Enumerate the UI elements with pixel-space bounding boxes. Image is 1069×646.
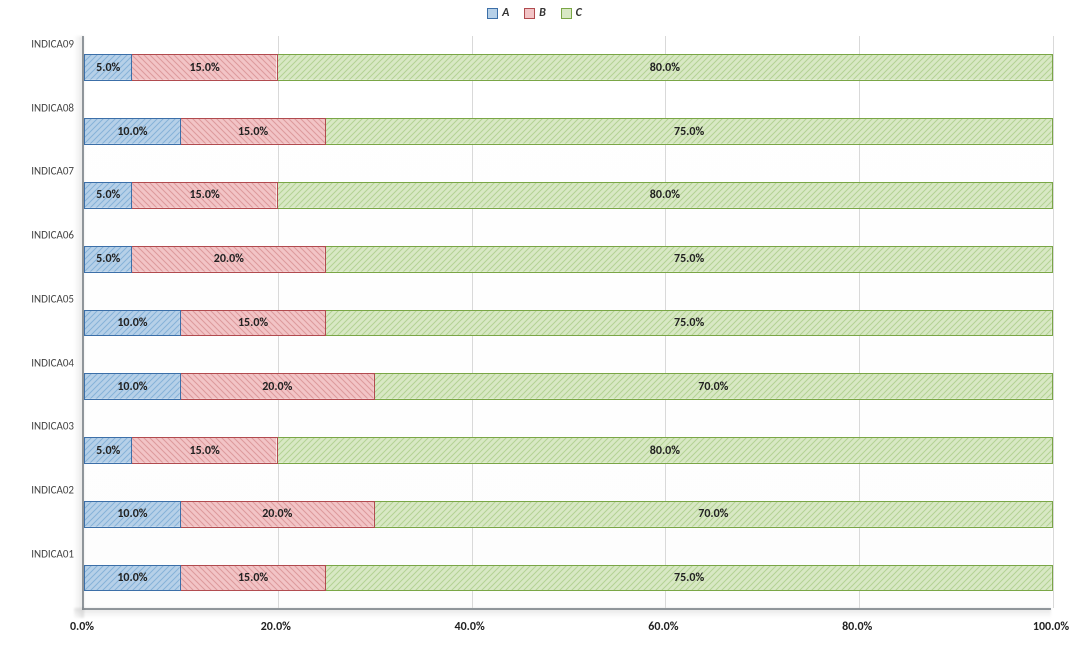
legend-swatch-b	[524, 8, 535, 19]
bar-value-label: 75.0%	[674, 316, 704, 330]
bar-segment-c: 70.0%	[375, 501, 1053, 528]
bar-segment-a: 10.0%	[84, 310, 181, 337]
gridline	[1053, 36, 1054, 608]
bar-row: 10.0% 15.0% 75.0%	[84, 565, 1051, 592]
bar-value-label: 10.0%	[117, 380, 147, 394]
bar-segment-b: 15.0%	[132, 54, 277, 81]
legend-item-c: C	[561, 6, 582, 20]
bar-segment-b: 20.0%	[181, 501, 375, 528]
bar-segment-b: 15.0%	[181, 118, 326, 145]
axis-shadow-left	[74, 36, 84, 618]
bar-row: 5.0% 15.0% 80.0%	[84, 437, 1051, 464]
x-axis-tick-label: 100.0%	[1033, 620, 1069, 634]
bar-segment-b: 15.0%	[132, 437, 277, 464]
plot-area: 10.0% 15.0% 75.0% 10.0% 20.0% 70.0% 5.0% 15.0% 8…	[82, 36, 1051, 610]
bar-row: 10.0% 20.0% 70.0%	[84, 373, 1051, 400]
legend-label-a: A	[502, 6, 509, 20]
bar-value-label: 20.0%	[262, 380, 292, 394]
bar-segment-c: 80.0%	[278, 437, 1053, 464]
bar-segment-c: 80.0%	[278, 54, 1053, 81]
x-axis-tick-label: 60.0%	[648, 620, 678, 634]
bar-segment-a: 5.0%	[84, 182, 132, 209]
bar-value-label: 5.0%	[96, 61, 120, 75]
y-axis-category-label: INDICA05	[0, 292, 74, 305]
bar-value-label: 80.0%	[650, 188, 680, 202]
bar-segment-b: 20.0%	[132, 246, 326, 273]
x-axis-tick-label: 40.0%	[454, 620, 484, 634]
bar-segment-b: 15.0%	[181, 310, 326, 337]
x-axis-tick-label: 20.0%	[261, 620, 291, 634]
x-axis-tick-label: 0.0%	[70, 620, 94, 634]
bar-value-label: 15.0%	[238, 125, 268, 139]
bar-value-label: 10.0%	[117, 316, 147, 330]
y-axis-category-label: INDICA08	[0, 101, 74, 114]
bar-value-label: 70.0%	[698, 507, 728, 521]
legend-item-b: B	[524, 6, 546, 20]
bar-segment-c: 75.0%	[326, 118, 1053, 145]
y-axis-category-label: INDICA09	[0, 37, 74, 50]
bar-value-label: 80.0%	[650, 444, 680, 458]
bar-value-label: 10.0%	[117, 507, 147, 521]
bar-row: 5.0% 15.0% 80.0%	[84, 182, 1051, 209]
bar-segment-c: 75.0%	[326, 310, 1053, 337]
bar-row: 10.0% 15.0% 75.0%	[84, 310, 1051, 337]
bar-segment-a: 5.0%	[84, 437, 132, 464]
bar-segment-b: 15.0%	[132, 182, 277, 209]
bar-segment-a: 10.0%	[84, 501, 181, 528]
y-axis-category-label: INDICA02	[0, 484, 74, 497]
y-axis-category-label: INDICA01	[0, 548, 74, 561]
bar-value-label: 75.0%	[674, 125, 704, 139]
y-axis-category-label: INDICA03	[0, 420, 74, 433]
bar-value-label: 5.0%	[96, 252, 120, 266]
axis-shadow-bottom	[74, 608, 1051, 618]
bar-value-label: 75.0%	[674, 571, 704, 585]
bar-value-label: 70.0%	[698, 380, 728, 394]
bar-row: 10.0% 15.0% 75.0%	[84, 118, 1051, 145]
bar-segment-b: 15.0%	[181, 565, 326, 592]
bar-segment-c: 75.0%	[326, 565, 1053, 592]
bar-value-label: 15.0%	[190, 188, 220, 202]
bar-value-label: 10.0%	[117, 125, 147, 139]
bar-value-label: 5.0%	[96, 444, 120, 458]
bar-segment-b: 20.0%	[181, 373, 375, 400]
bar-segment-a: 10.0%	[84, 373, 181, 400]
bar-value-label: 20.0%	[262, 507, 292, 521]
bar-value-label: 15.0%	[190, 61, 220, 75]
bar-segment-c: 70.0%	[375, 373, 1053, 400]
bar-row: 10.0% 20.0% 70.0%	[84, 501, 1051, 528]
legend-swatch-c	[561, 8, 572, 19]
bar-segment-a: 10.0%	[84, 565, 181, 592]
bar-value-label: 15.0%	[238, 571, 268, 585]
x-axis-tick-label: 80.0%	[842, 620, 872, 634]
bar-value-label: 80.0%	[650, 61, 680, 75]
legend-item-a: A	[487, 6, 509, 20]
bar-value-label: 10.0%	[117, 571, 147, 585]
chart-legend: A B C	[0, 6, 1069, 23]
bar-value-label: 15.0%	[238, 316, 268, 330]
bar-value-label: 15.0%	[190, 444, 220, 458]
legend-label-c: C	[576, 6, 582, 20]
bar-row: 5.0% 15.0% 80.0%	[84, 54, 1051, 81]
y-axis-category-label: INDICA07	[0, 165, 74, 178]
y-axis-category-label: INDICA06	[0, 229, 74, 242]
bar-segment-a: 5.0%	[84, 246, 132, 273]
bar-segment-c: 80.0%	[278, 182, 1053, 209]
bar-value-label: 75.0%	[674, 252, 704, 266]
y-axis-category-label: INDICA04	[0, 356, 74, 369]
bar-segment-c: 75.0%	[326, 246, 1053, 273]
bar-segment-a: 10.0%	[84, 118, 181, 145]
legend-label-b: B	[539, 6, 546, 20]
bar-value-label: 5.0%	[96, 188, 120, 202]
legend-swatch-a	[487, 8, 498, 19]
bar-segment-a: 5.0%	[84, 54, 132, 81]
bar-row: 5.0% 20.0% 75.0%	[84, 246, 1051, 273]
bar-value-label: 20.0%	[214, 252, 244, 266]
stacked-bar-chart: A B C 10.0% 15.0% 75.0% 10.0% 20.0% 70.0% 5.0%…	[0, 0, 1069, 646]
